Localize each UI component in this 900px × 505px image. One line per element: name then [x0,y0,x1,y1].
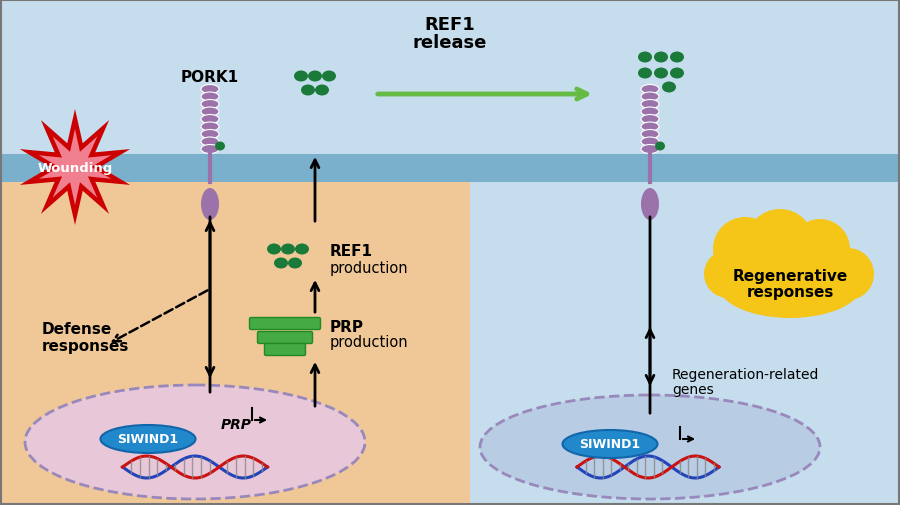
Text: production: production [330,260,409,275]
Polygon shape [39,130,111,206]
Ellipse shape [308,71,322,82]
Text: SIWIND1: SIWIND1 [117,433,178,445]
Text: Regenerative: Regenerative [733,268,848,283]
Ellipse shape [638,53,652,63]
Ellipse shape [201,130,219,139]
Text: production: production [330,335,409,350]
Ellipse shape [288,258,302,269]
Ellipse shape [670,53,684,63]
Ellipse shape [480,395,820,499]
FancyBboxPatch shape [0,183,470,505]
Ellipse shape [641,189,659,221]
Polygon shape [20,110,130,226]
Ellipse shape [315,85,329,96]
Ellipse shape [641,108,659,117]
Ellipse shape [641,100,659,109]
Text: PORK1: PORK1 [181,69,239,84]
FancyBboxPatch shape [265,344,305,356]
Ellipse shape [201,93,219,102]
Ellipse shape [295,244,309,255]
Text: PRP: PRP [330,320,364,335]
Ellipse shape [641,115,659,124]
Ellipse shape [655,142,665,151]
Text: PRP: PRP [220,417,251,431]
Ellipse shape [201,145,219,154]
Ellipse shape [201,115,219,124]
Ellipse shape [562,430,658,458]
Ellipse shape [274,258,288,269]
Ellipse shape [641,145,659,154]
Circle shape [713,218,777,281]
Text: REF1: REF1 [425,16,475,34]
Ellipse shape [301,85,315,96]
Text: Wounding: Wounding [38,161,112,174]
FancyBboxPatch shape [257,332,312,344]
Text: REF1: REF1 [330,244,373,259]
Text: Regeneration-related: Regeneration-related [672,367,819,381]
Ellipse shape [201,189,219,221]
Ellipse shape [641,138,659,147]
Text: release: release [413,34,487,52]
Ellipse shape [101,425,195,453]
FancyBboxPatch shape [0,155,470,183]
Ellipse shape [654,53,668,63]
Ellipse shape [201,123,219,132]
Ellipse shape [267,244,281,255]
Ellipse shape [201,85,219,94]
Text: Defense: Defense [42,322,112,337]
Ellipse shape [294,71,308,82]
Ellipse shape [281,244,295,255]
Circle shape [746,210,814,277]
Ellipse shape [322,71,336,82]
Ellipse shape [641,85,659,94]
FancyBboxPatch shape [470,183,900,505]
FancyBboxPatch shape [249,318,320,330]
Ellipse shape [717,250,862,318]
Ellipse shape [201,138,219,147]
Ellipse shape [638,68,652,79]
Text: responses: responses [42,339,130,354]
Ellipse shape [641,123,659,132]
Ellipse shape [25,385,365,499]
Ellipse shape [201,108,219,117]
Circle shape [790,220,850,279]
FancyBboxPatch shape [470,155,900,183]
Circle shape [704,250,752,298]
Ellipse shape [641,130,659,139]
Ellipse shape [215,142,225,151]
Ellipse shape [670,68,684,79]
Ellipse shape [641,93,659,102]
Ellipse shape [654,68,668,79]
Ellipse shape [662,82,676,93]
Text: genes: genes [672,382,714,396]
Text: responses: responses [746,284,833,299]
Circle shape [822,248,874,300]
Text: SIWIND1: SIWIND1 [580,438,641,450]
Ellipse shape [201,100,219,109]
